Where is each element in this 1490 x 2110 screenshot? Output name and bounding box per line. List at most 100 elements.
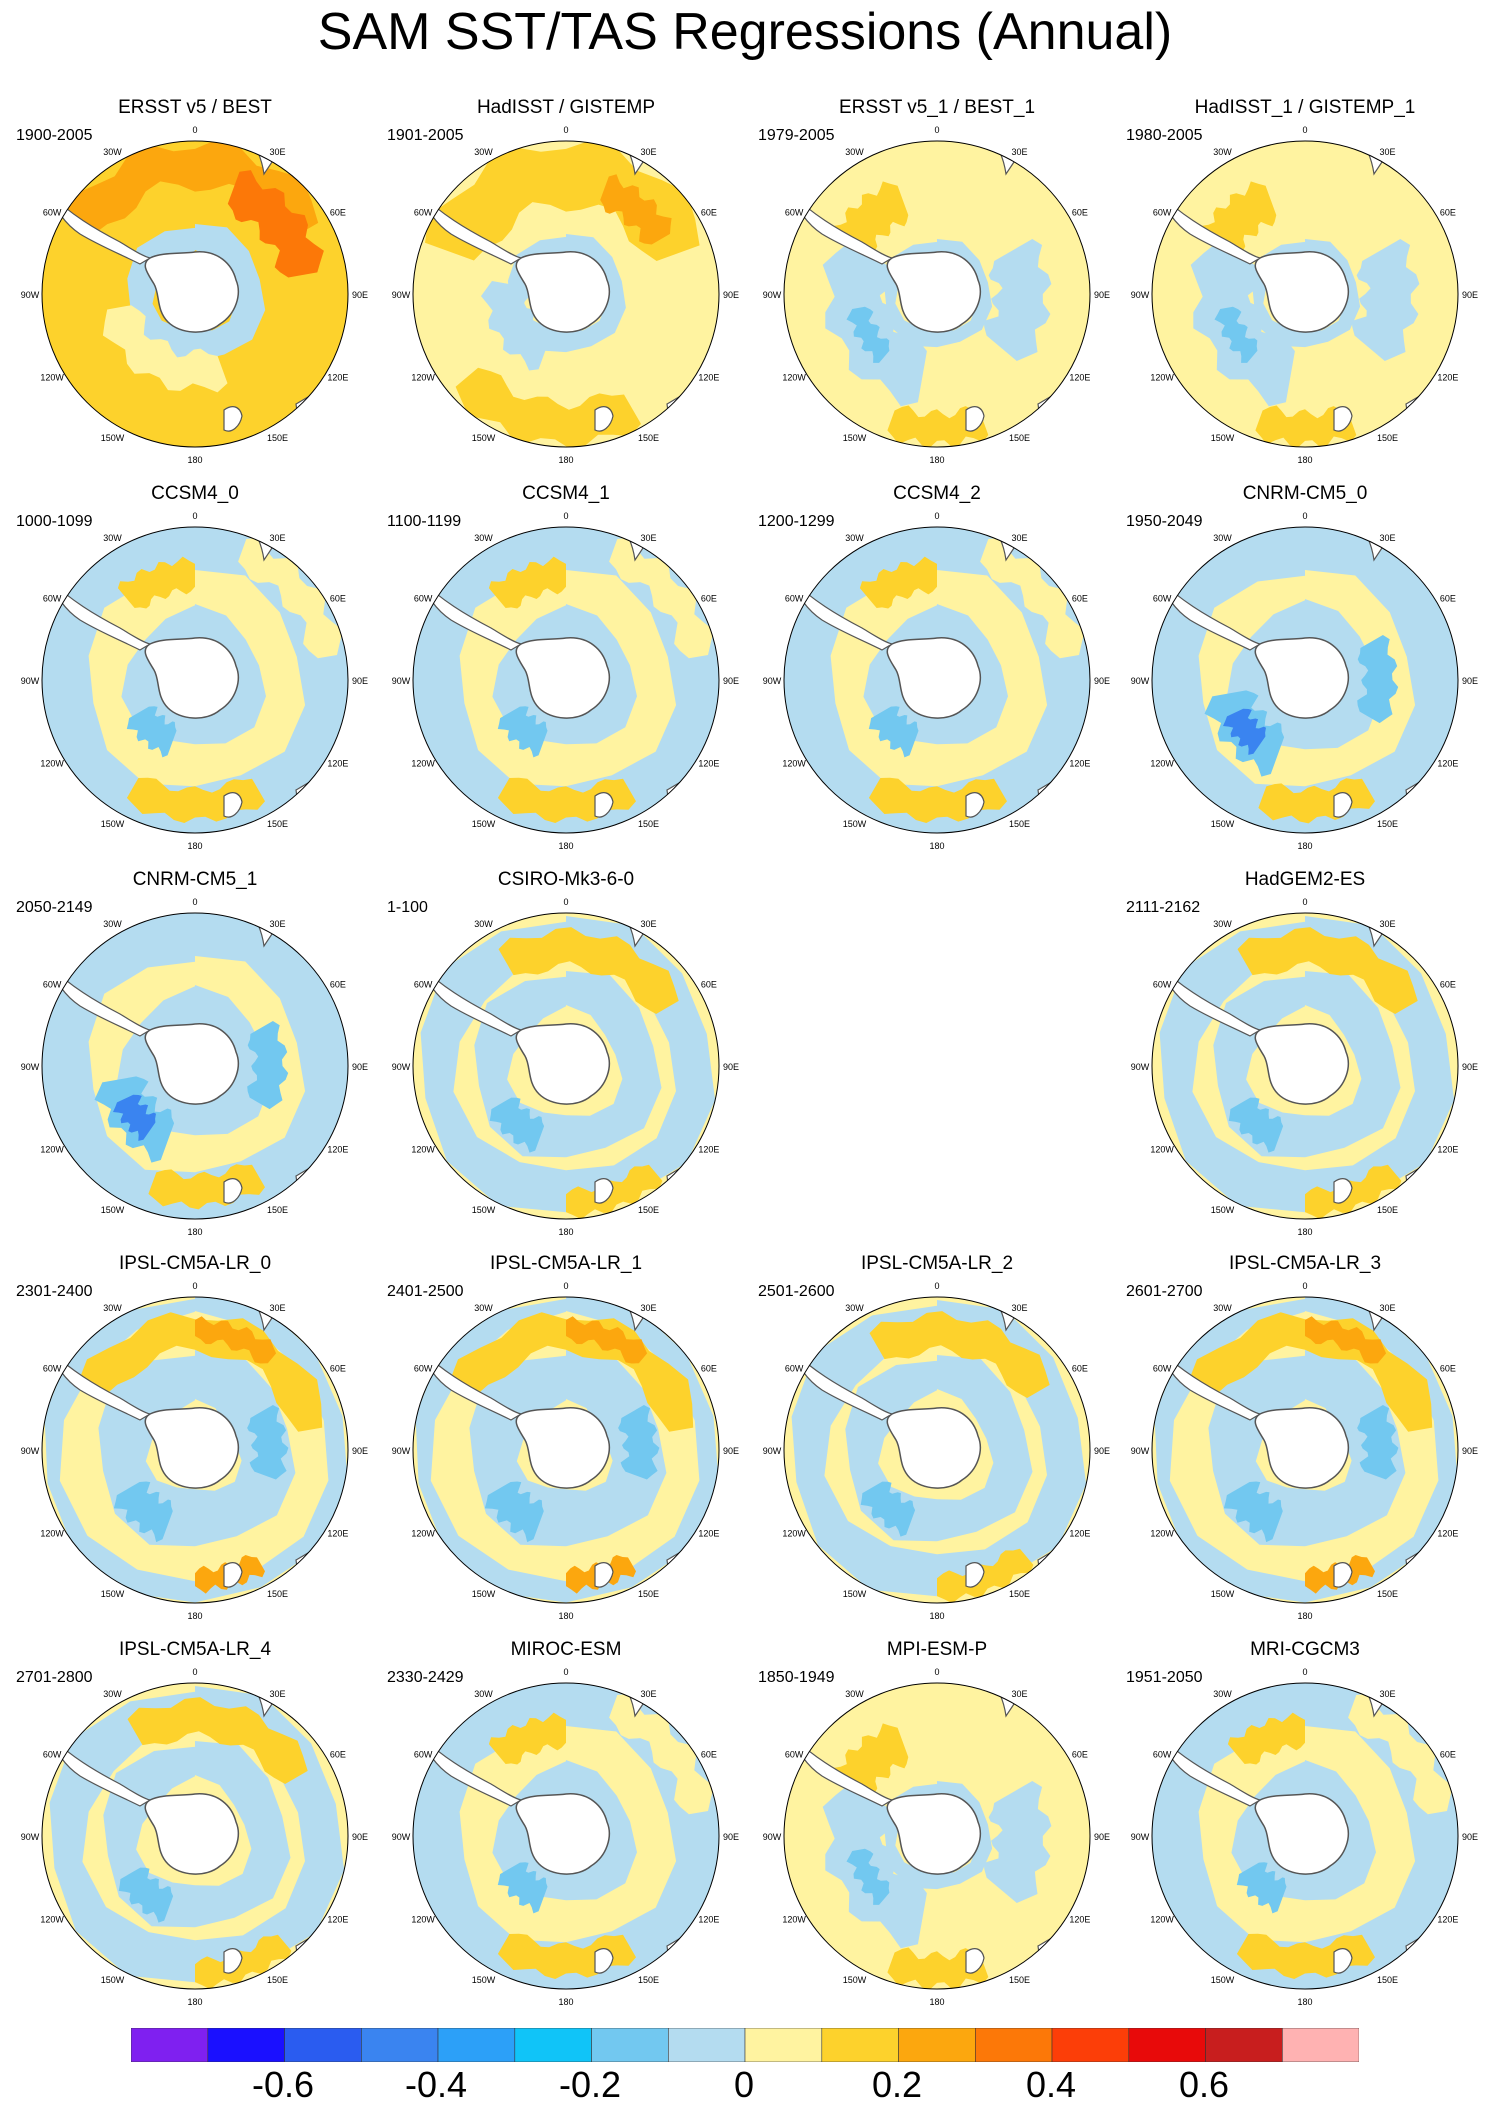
longitude-label: 60W [414,208,433,218]
map-panel: ERSST v5 / BEST 1900-2005 0 30E 60E 90E 120E… [10,96,380,476]
polar-map: 0 30E 60E 90E 120E 150E 180 150W 120W 90W 60W 30W [21,125,368,465]
longitude-label: 30W [845,1689,864,1699]
contour-region [1305,1316,1387,1364]
contour-field [413,1297,719,1603]
longitude-label: 150W [843,1589,867,1599]
longitude-label: 120W [40,1529,64,1539]
contour-region [1255,405,1357,447]
map-panel: IPSL-CM5A-LR_4 2701-2800 0 30E 60E 90E 120E 1… [10,1638,380,2018]
new-zealand-landmass [1333,792,1353,818]
panel-years: 1200-1299 [758,513,835,530]
contour-field [413,527,719,833]
longitude-label: 150E [267,433,288,443]
longitude-label: 30E [269,1303,285,1313]
longitude-label: 90W [392,290,411,300]
south-america-landmass [1159,1735,1262,1807]
contour-region [497,1862,548,1914]
panel-title: CNRM-CM5_0 [1242,483,1368,504]
longitude-label: 0 [934,1281,939,1291]
longitude-label: 90W [1131,1062,1150,1072]
longitude-label: 90W [763,1832,782,1842]
south-america-landmass [420,965,523,1037]
polar-map: 0 30E 60E 90E 120E 150E 180 150W 120W 90W 60W 30W [392,897,739,1237]
longitude-label: 120W [40,373,64,383]
longitude-label: 30W [1213,1303,1232,1313]
colorbar-label: 0.2 [871,2064,923,2105]
map-panel: HadISST_1 / GISTEMP_1 1980-2005 0 30E 60E 9… [1120,96,1490,476]
longitude-label: 120W [411,1145,435,1155]
longitude-label: 180 [558,1227,573,1237]
longitude-label: 90E [1462,1446,1478,1456]
new-zealand-landmass [594,406,614,432]
contour-field [1152,1683,1458,1989]
panel-years: 1901-2005 [387,127,464,144]
contour-region [1223,708,1266,755]
map-panel: CCSM4_1 1100-1199 0 30E 60E 90E 120E 150E 180 1… [381,482,751,862]
longitude-label: 60E [701,980,717,990]
contour-region [113,1094,156,1141]
polar-map: 0 30E 60E 90E 120E 150E 180 150W 120W 90W 60W 30W [1131,511,1478,851]
longitude-label: 180 [187,841,202,851]
longitude-label: 30E [1379,919,1395,929]
contour-region [113,1481,173,1543]
map-panel: HadISST / GISTEMP 1901-2005 0 30E 60E 90E 12… [381,96,751,476]
longitude-label: 120W [40,1145,64,1155]
longitude-label: 30E [1011,533,1027,543]
colorbar-label: -0.4 [404,2064,468,2105]
longitude-label: 30W [1213,533,1232,543]
south-america-landmass [420,579,523,651]
longitude-label: 90E [1462,1832,1478,1842]
colorbar [131,2028,1359,2062]
longitude-label: 120E [698,759,719,769]
south-america-landmass [791,193,894,265]
longitude-label: 120E [1437,759,1458,769]
new-zealand-landmass [965,406,985,432]
longitude-label: 150E [1377,1205,1398,1215]
panel-years: 2701-2800 [16,1669,93,1686]
longitude-label: 180 [929,455,944,465]
panel-title: HadISST_1 / GISTEMP_1 [1194,97,1416,118]
longitude-label: 90E [723,1062,739,1072]
longitude-label: 120W [411,759,435,769]
contour-region [247,1021,289,1110]
colorbar-swatch [667,2028,746,2062]
longitude-label: 90W [392,1446,411,1456]
contour-region [609,1693,714,1815]
longitude-label: 60W [1153,980,1172,990]
panel-title: CNRM-CM5_1 [132,869,258,890]
longitude-label: 60E [1440,1364,1456,1374]
contour-region [1237,927,1418,1014]
colorbar-swatch [361,2028,439,2062]
longitude-label: 120W [1150,1145,1174,1155]
longitude-label: 150E [1009,433,1030,443]
new-zealand-landmass [965,1562,985,1588]
longitude-label: 30W [474,533,493,543]
map-panel: IPSL-CM5A-LR_3 2601-2700 0 30E 60E 90E 120E 1… [1120,1252,1490,1632]
longitude-label: 60W [414,1750,433,1760]
longitude-label: 120E [1437,373,1458,383]
new-zealand-landmass [1333,1948,1353,1974]
longitude-label: 0 [563,897,568,907]
map-panel: ERSST v5_1 / BEST_1 1979-2005 0 30E 60E 90E… [752,96,1122,476]
colorbar-swatch [821,2028,899,2062]
longitude-label: 150W [472,1975,496,1985]
longitude-label: 120W [40,1915,64,1925]
longitude-label: 90W [21,676,40,686]
contour-region [488,556,566,609]
longitude-label: 120W [1150,1915,1174,1925]
longitude-label: 30E [269,533,285,543]
longitude-label: 90E [1094,676,1110,686]
longitude-label: 30E [1011,147,1027,157]
longitude-label: 30W [474,1303,493,1313]
longitude-label: 120E [1069,759,1090,769]
longitude-label: 150W [843,819,867,829]
contour-region [832,1723,909,1794]
contour-region [102,305,228,393]
colorbar-label: 0.6 [1178,2064,1230,2105]
longitude-label: 150W [101,1975,125,1985]
panel-title: IPSL-CM5A-LR_2 [860,1253,1014,1274]
longitude-label: 30E [640,919,656,929]
contour-field [42,913,348,1219]
contour-region [868,706,919,758]
longitude-label: 120E [327,373,348,383]
